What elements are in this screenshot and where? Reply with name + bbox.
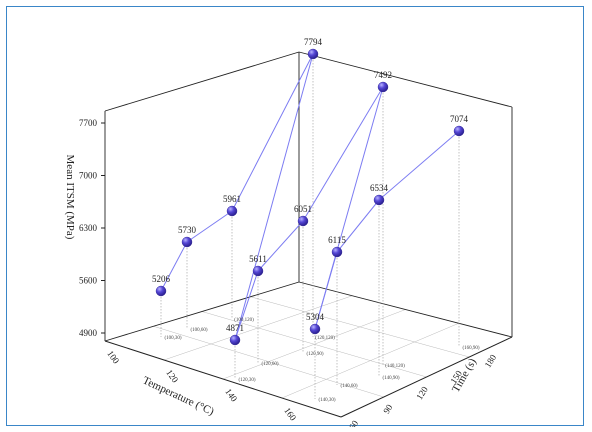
series-connection-line — [303, 87, 383, 221]
floor-coordinate-label: (140,60) — [340, 384, 357, 389]
floor-coordinate-label: (120,60) — [261, 362, 278, 367]
time-tick-label: 120 — [414, 384, 430, 401]
z-tick-label: 7000 — [79, 171, 98, 181]
time-tick-label: 180 — [483, 352, 499, 369]
axes-layer: 4900 5600 6300 7000 7700 100 120 140 160 60 90 120 1… — [64, 52, 512, 427]
floor-coordinate-label: (100,60) — [190, 328, 207, 333]
top-back-right-edge — [299, 52, 512, 107]
series-lines — [161, 54, 459, 340]
time-tick-label: 90 — [381, 402, 395, 415]
floor-coordinate-label: (140,90) — [382, 376, 399, 381]
data-value-label: 5304 — [306, 312, 325, 322]
floor-coordinate-label: (120,90) — [306, 352, 323, 357]
data-point — [230, 335, 240, 345]
data-point — [374, 195, 384, 205]
chart-frame: 4900 5600 6300 7000 7700 100 120 140 160 60 90 120 1… — [6, 6, 584, 426]
floor-grid-line — [282, 323, 459, 398]
data-point — [454, 126, 464, 136]
data-point — [182, 237, 192, 247]
floor-coordinate-label: (140,120) — [385, 364, 405, 369]
data-point — [332, 247, 342, 257]
floor-back-right-edge — [299, 282, 512, 337]
data-value-label: 5611 — [249, 254, 267, 264]
data-value-label: 6051 — [294, 204, 312, 214]
data-point — [308, 49, 318, 59]
data-value-label: 5730 — [178, 225, 197, 235]
z-axis-title: Mean ITSM (MPa) — [64, 155, 76, 240]
series-connection-line — [235, 54, 313, 340]
data-value-label: 7074 — [450, 114, 469, 124]
z-tick-label: 7700 — [79, 118, 98, 128]
time-axis-line — [341, 337, 512, 417]
series-connection-line — [232, 54, 313, 211]
drop-lines — [161, 54, 459, 399]
top-back-left-edge — [105, 52, 299, 111]
floor-coordinate-label: (120,30) — [238, 378, 255, 383]
data-value-label: 5961 — [223, 194, 241, 204]
data-value-label: 6534 — [370, 183, 389, 193]
temperature-axis-title: Temperature (°C) — [141, 375, 216, 419]
labels-layer: (100,30)(100,60)(100,120)(120,30)(120,60… — [152, 37, 480, 403]
floor-grid-line — [251, 297, 470, 357]
data-point — [310, 324, 320, 334]
chart-3d-scatter: 4900 5600 6300 7000 7700 100 120 140 160 60 90 120 1… — [7, 7, 585, 427]
time-tick-label: 60 — [347, 418, 361, 427]
floor-coordinate-label: (100,30) — [164, 336, 181, 341]
floor-coordinate-label: (120,120) — [315, 336, 335, 341]
data-value-label: 4871 — [226, 323, 244, 333]
data-value-label: 7492 — [374, 70, 392, 80]
z-tick-label: 6300 — [79, 223, 98, 233]
data-point — [378, 82, 388, 92]
data-points — [156, 49, 464, 345]
data-point — [156, 286, 166, 296]
temperature-tick-label: 100 — [105, 349, 121, 366]
temperature-tick-label: 160 — [282, 406, 298, 423]
data-point — [253, 266, 263, 276]
z-tick-label: 4900 — [79, 328, 98, 338]
temperature-tick-label: 140 — [223, 387, 239, 404]
data-value-label: 6115 — [328, 235, 346, 245]
floor-coordinate-label: (140,30) — [318, 398, 335, 403]
temperature-tick-label: 120 — [164, 368, 180, 385]
data-point — [227, 206, 237, 216]
data-value-label: 5206 — [152, 274, 171, 284]
floor-coordinate-label: (160,90) — [462, 346, 479, 351]
data-value-label: 7794 — [304, 37, 323, 47]
series-connection-line — [379, 131, 459, 200]
data-point — [298, 216, 308, 226]
z-tick-label: 5600 — [79, 276, 98, 286]
